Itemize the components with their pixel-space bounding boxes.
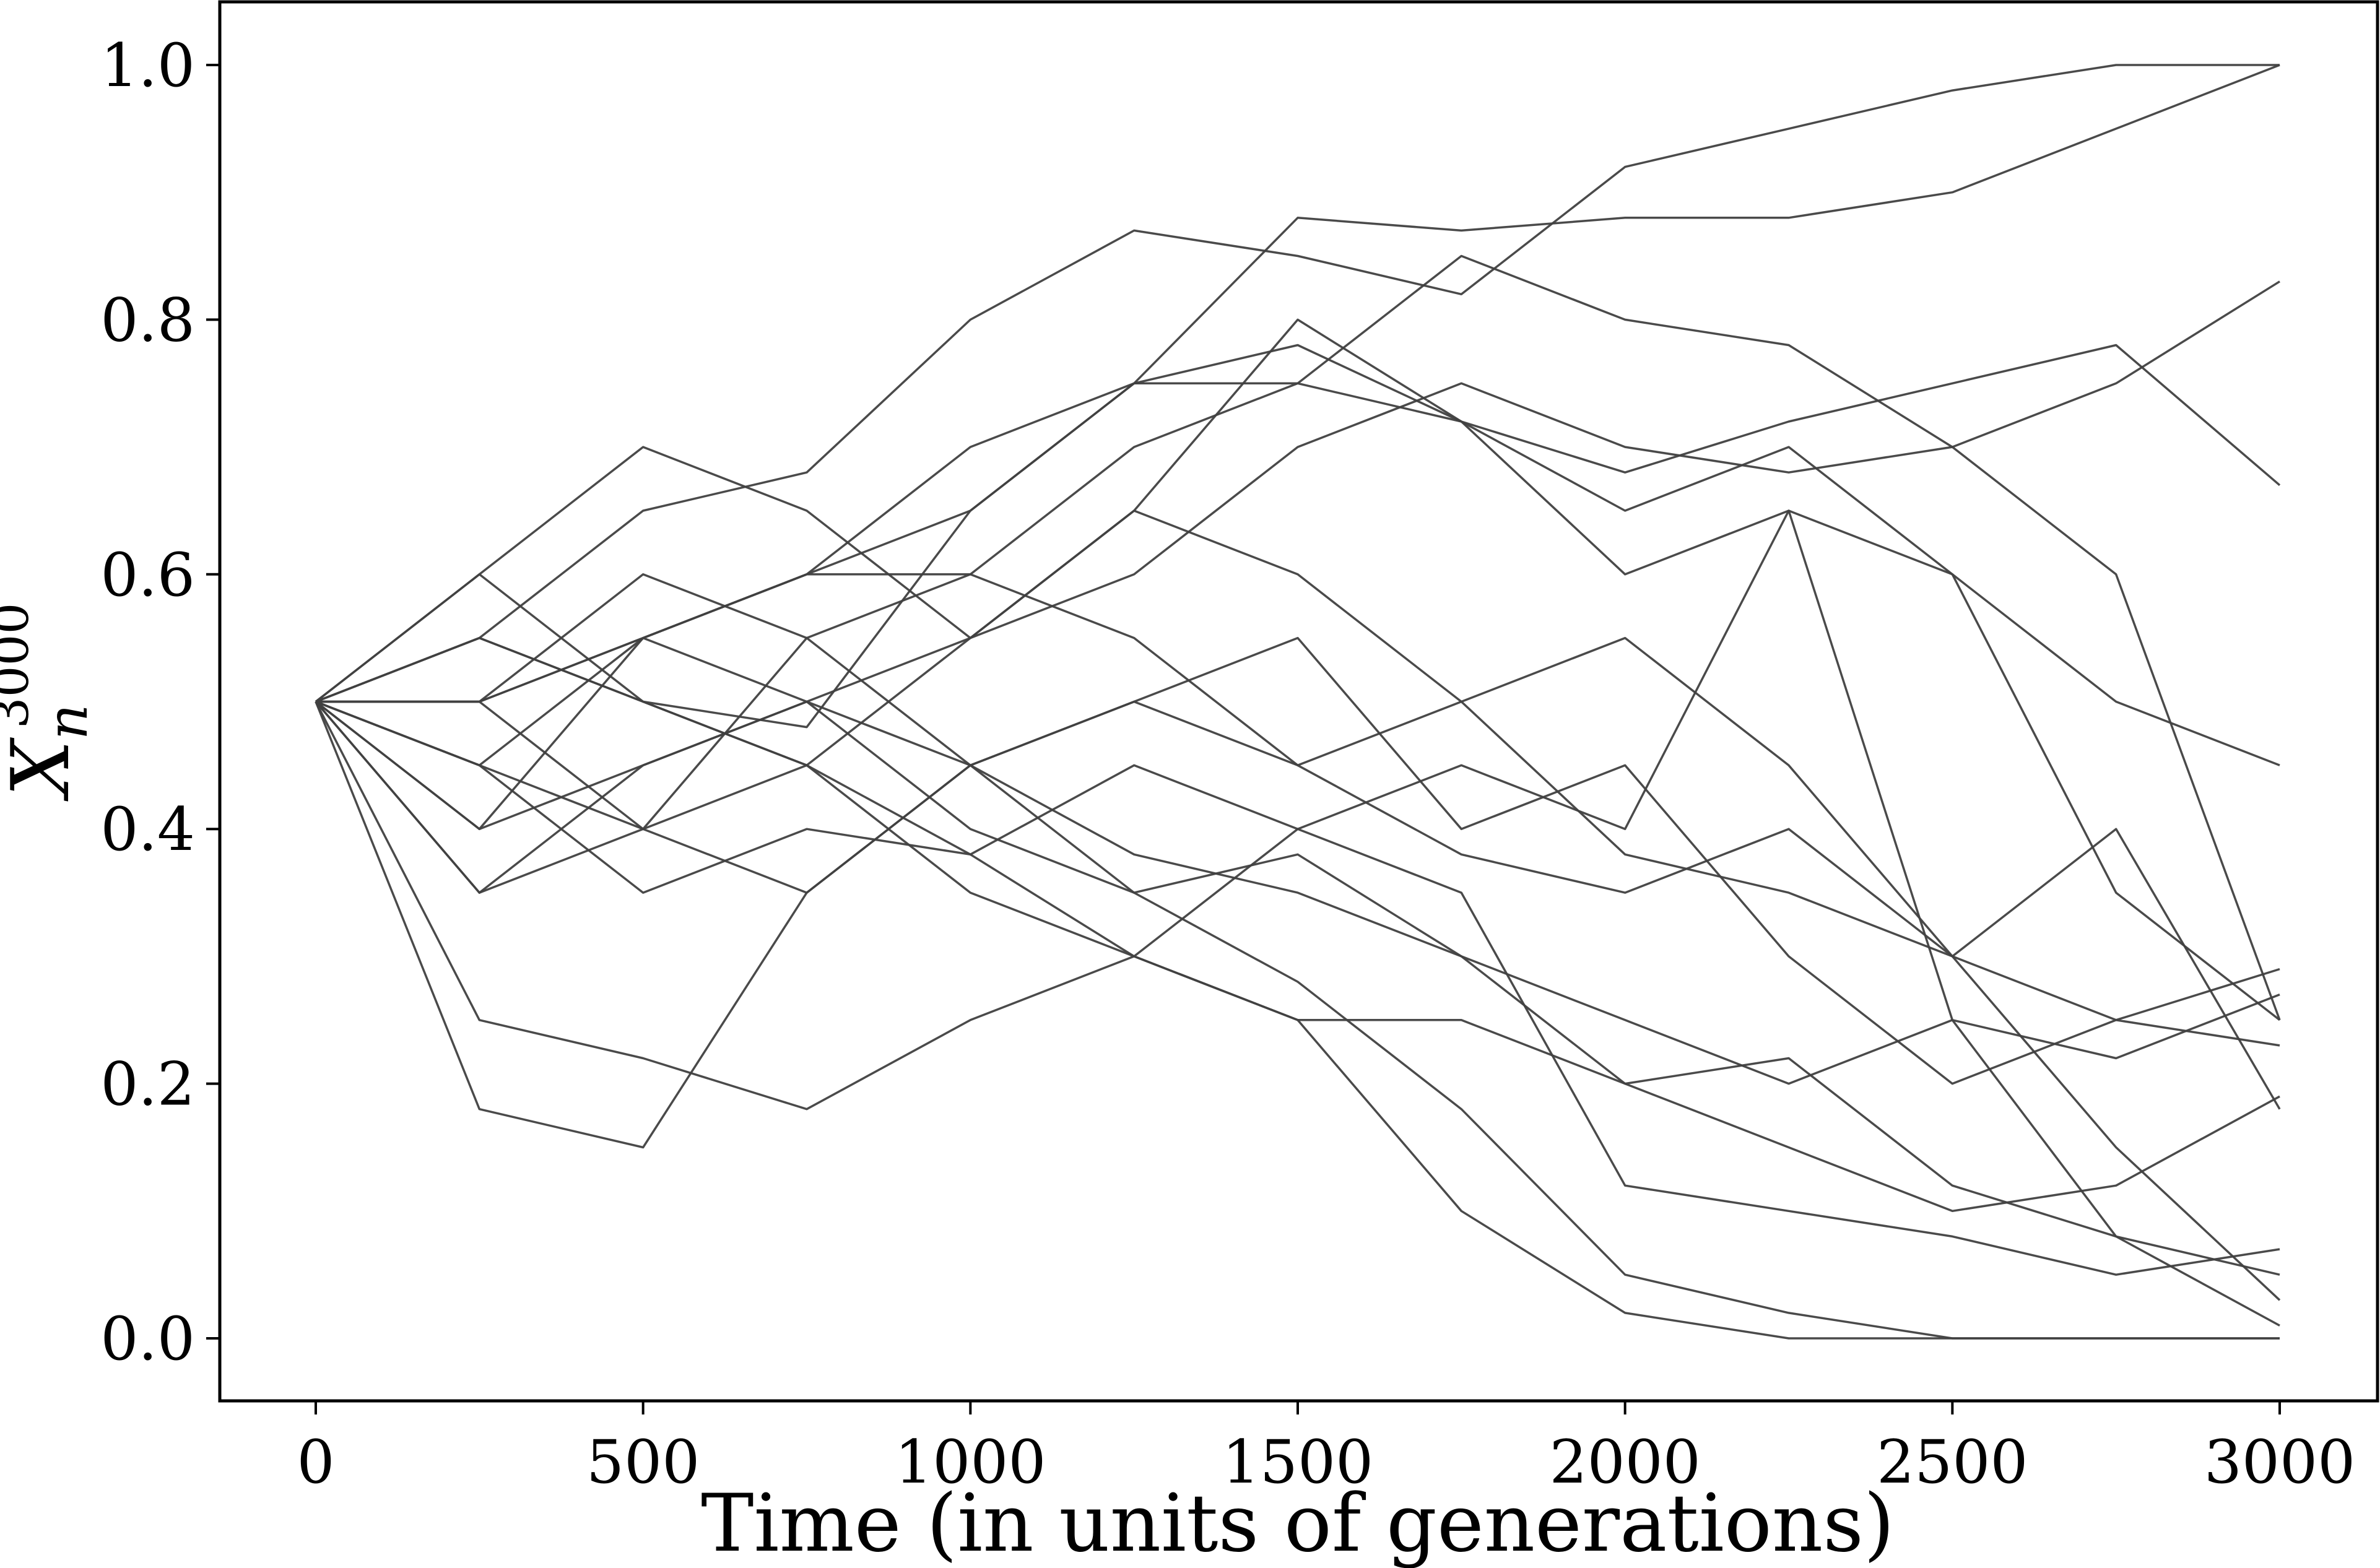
- series-line-13: [315, 700, 2280, 1276]
- series-line-8: [315, 573, 2280, 1021]
- series-line-5: [315, 344, 2280, 766]
- x-axis-label: Time (in units of generations): [701, 1478, 1895, 1568]
- series-line-17: [316, 573, 2281, 1110]
- x-tick-label: 1500: [1222, 1427, 1373, 1497]
- y-label-sub: n: [35, 704, 100, 740]
- x-axis: 0 500 1000 1500 2000 2500 3000: [297, 1401, 2355, 1497]
- series-line-2: [315, 64, 2280, 767]
- series-layer: [315, 64, 2281, 1340]
- series-line-1: [315, 64, 2280, 703]
- y-tick-label: 0.4: [100, 795, 195, 864]
- x-tick-label: 500: [586, 1427, 700, 1497]
- x-tick-label: 3000: [2204, 1427, 2355, 1497]
- y-tick-label: 1.0: [100, 31, 195, 100]
- x-tick-label: 0: [297, 1427, 334, 1497]
- y-label-base: X: [0, 737, 87, 802]
- x-tick-label: 2500: [1877, 1427, 2028, 1497]
- series-line-18: [315, 254, 2281, 1021]
- x-tick-label: 1000: [895, 1427, 1046, 1497]
- axes-frame: [218, 0, 2379, 1403]
- y-axis: 0.0 0.2 0.4 0.6 0.8 1.0: [100, 31, 220, 1374]
- x-tick-label: 2000: [1550, 1427, 1701, 1497]
- y-tick-label: 0.6: [100, 540, 195, 610]
- series-line-7: [315, 701, 2280, 1340]
- y-axis-label: Xn3000: [0, 603, 100, 802]
- series-line-14: [316, 636, 2280, 1276]
- series-line-11: [316, 636, 2280, 1085]
- y-label-sup: 3000: [0, 603, 40, 729]
- svg-text:Xn3000: Xn3000: [0, 603, 100, 802]
- series-line-15: [315, 509, 2281, 1301]
- series-line-12: [315, 636, 2280, 1213]
- y-tick-label: 0.0: [100, 1304, 195, 1374]
- series-line-4: [316, 344, 2281, 703]
- series-line-3: [315, 280, 2280, 767]
- series-line-16: [315, 318, 2280, 1327]
- y-tick-label: 0.8: [100, 285, 195, 355]
- y-tick-label: 0.2: [100, 1050, 195, 1119]
